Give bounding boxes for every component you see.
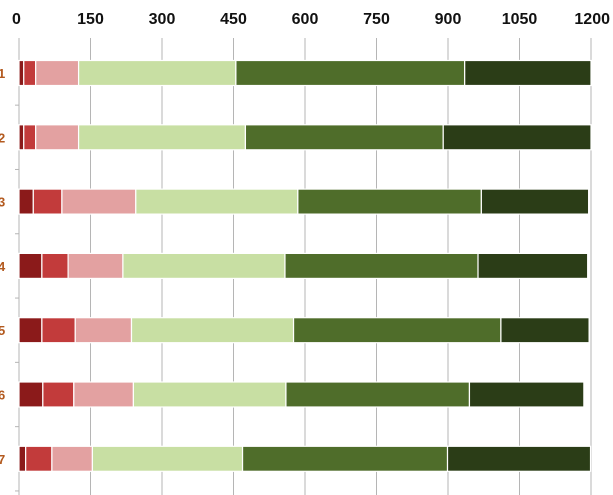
bar-4-segment-2 (68, 253, 123, 278)
bar-4-segment-0 (19, 253, 42, 278)
bar-5-segment-3 (131, 318, 293, 343)
bar-2-segment-3 (79, 125, 246, 150)
bar-3-segment-4 (298, 189, 482, 214)
bar-6-segment-0 (19, 382, 43, 407)
bar-1-segment-5 (465, 61, 591, 86)
bar-7-segment-0 (19, 446, 26, 471)
bar-3-segment-1 (33, 189, 62, 214)
x-tick-label-4: 600 (292, 11, 319, 28)
x-tick-label-7: 1050 (502, 11, 538, 28)
bar-5-segment-5 (501, 318, 589, 343)
category-label-3: 3 (0, 195, 5, 210)
bar-1-segment-0 (19, 61, 24, 86)
bar-6-segment-2 (74, 382, 134, 407)
bar-4-segment-1 (42, 253, 68, 278)
x-tick-label-2: 300 (149, 11, 176, 28)
bar-2-segment-5 (443, 125, 591, 150)
bar-7-segment-2 (52, 446, 93, 471)
bar-7-segment-3 (92, 446, 242, 471)
x-tick-label-6: 900 (435, 11, 462, 28)
x-tick-label-0: 0 (12, 11, 21, 28)
bar-6-segment-3 (133, 382, 286, 407)
bar-5-segment-4 (294, 318, 501, 343)
bar-5-segment-0 (19, 318, 42, 343)
bar-7-segment-4 (243, 446, 448, 471)
bar-4-segment-5 (478, 253, 588, 278)
bar-2-segment-2 (36, 125, 79, 150)
x-tick-label-8: 1200 (574, 11, 610, 28)
bar-6-segment-5 (469, 382, 583, 407)
bar-7-segment-1 (26, 446, 52, 471)
bar-2-segment-1 (24, 125, 36, 150)
bar-5-segment-1 (42, 318, 75, 343)
bar-4-segment-3 (123, 253, 285, 278)
category-label-2: 2 (0, 130, 5, 145)
bar-3-segment-3 (136, 189, 298, 214)
category-label-7: 7 (0, 452, 5, 467)
bar-2-segment-4 (245, 125, 443, 150)
bar-3-segment-2 (62, 189, 136, 214)
bar-6-segment-1 (43, 382, 74, 407)
bar-3-segment-0 (19, 189, 33, 214)
x-tick-label-1: 150 (77, 11, 104, 28)
bar-6-segment-4 (286, 382, 470, 407)
bar-1-segment-4 (236, 61, 465, 86)
category-label-6: 6 (0, 388, 5, 403)
category-label-1: 1 (0, 66, 5, 81)
x-tick-label-3: 450 (220, 11, 247, 28)
bar-2-segment-0 (19, 125, 24, 150)
bar-1-segment-2 (36, 61, 79, 86)
bar-4-segment-4 (285, 253, 478, 278)
bar-5-segment-2 (75, 318, 131, 343)
category-label-5: 5 (0, 323, 5, 338)
bar-3-segment-5 (481, 189, 588, 214)
x-tick-label-5: 750 (363, 11, 390, 28)
bar-7-segment-5 (448, 446, 591, 471)
category-label-4: 4 (0, 259, 6, 274)
bar-1-segment-3 (79, 61, 236, 86)
bar-1-segment-1 (24, 61, 36, 86)
